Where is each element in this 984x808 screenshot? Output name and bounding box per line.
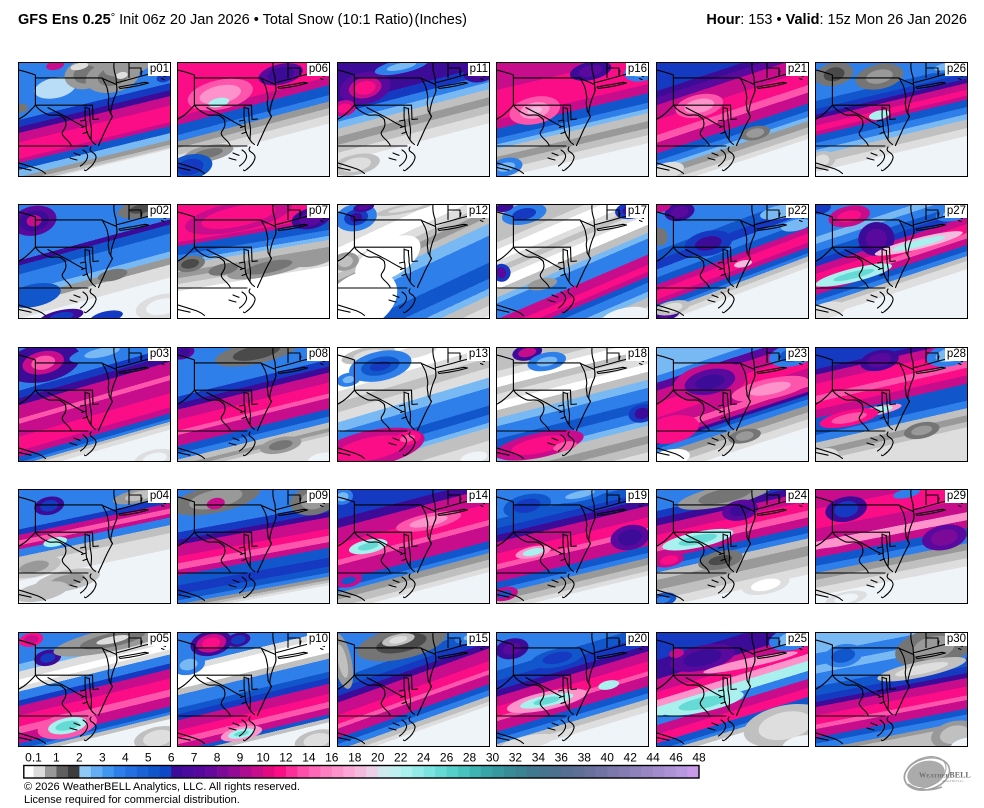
svg-text:4: 4 [122,751,129,765]
svg-text:3: 3 [99,751,106,765]
svg-text:12: 12 [279,751,293,765]
svg-text:28: 28 [463,751,477,765]
svg-text:18: 18 [348,751,362,765]
svg-text:ANALYTICS LLC: ANALYTICS LLC [942,780,964,783]
svg-text:24: 24 [417,751,431,765]
svg-text:40: 40 [601,751,615,765]
svg-text:5: 5 [145,751,152,765]
svg-text:7: 7 [191,751,198,765]
svg-text:34: 34 [532,751,546,765]
svg-text:9: 9 [237,751,244,765]
svg-text:1: 1 [53,751,60,765]
svg-text:30: 30 [486,751,500,765]
svg-text:32: 32 [509,751,523,765]
svg-text:16: 16 [325,751,339,765]
svg-text:44: 44 [646,751,660,765]
svg-text:10: 10 [256,751,270,765]
svg-text:0.1: 0.1 [25,751,42,765]
svg-text:36: 36 [555,751,569,765]
svg-text:6: 6 [168,751,175,765]
svg-text:38: 38 [578,751,592,765]
svg-text:42: 42 [624,751,638,765]
svg-text:48: 48 [692,751,706,765]
svg-text:8: 8 [214,751,221,765]
svg-text:2: 2 [76,751,83,765]
svg-text:20: 20 [371,751,385,765]
svg-text:46: 46 [669,751,683,765]
svg-text:WEATHERBELL: WEATHERBELL [919,771,971,780]
svg-text:26: 26 [440,751,454,765]
svg-text:14: 14 [302,751,316,765]
svg-text:22: 22 [394,751,408,765]
